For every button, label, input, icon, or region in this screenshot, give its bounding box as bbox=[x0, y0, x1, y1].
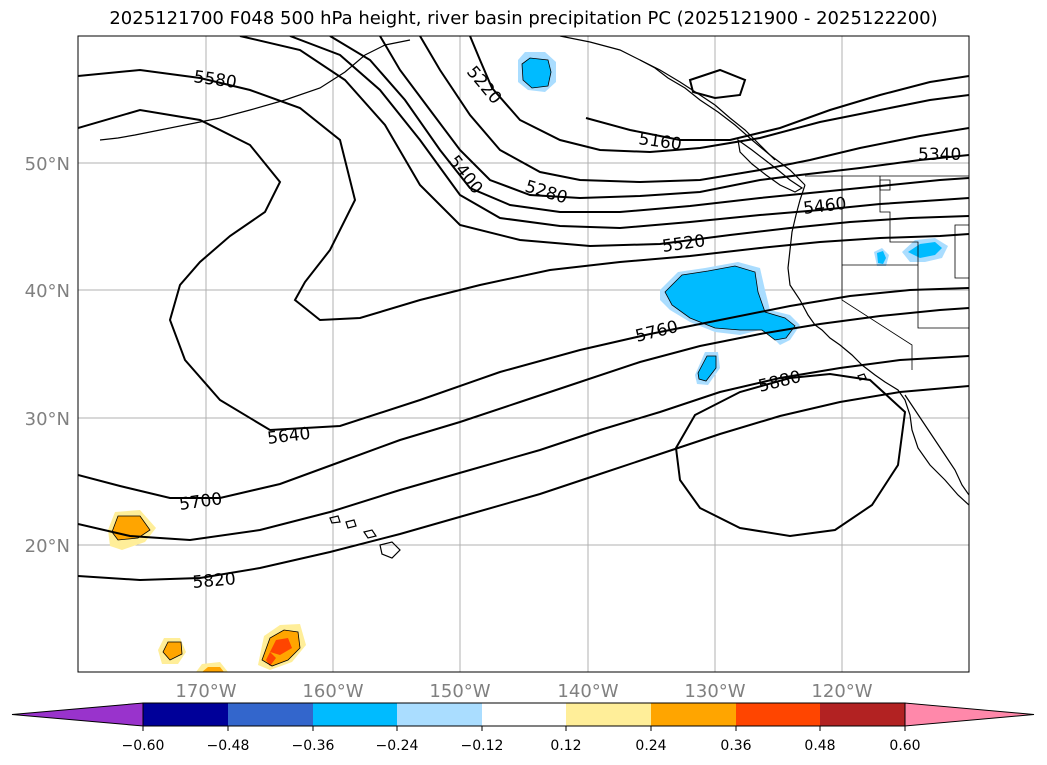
contour-5400 bbox=[329, 36, 969, 213]
us-west-coast bbox=[787, 184, 969, 506]
precip-negative-nevada-core bbox=[877, 251, 886, 264]
lon-label-150w: 150°W bbox=[429, 681, 490, 702]
colorbar-bin-6 bbox=[566, 703, 651, 726]
contour-5220 bbox=[469, 36, 969, 154]
colorbar-extend-low bbox=[11, 702, 144, 727]
colorbar-tick-3: −0.36 bbox=[292, 738, 335, 754]
alaska-panhandle bbox=[559, 36, 776, 161]
precip-negative-gulf-alaska-core bbox=[522, 58, 551, 88]
lon-label-120w: 120°W bbox=[811, 681, 872, 702]
coastlines bbox=[99, 36, 969, 559]
lon-label-160w: 160°W bbox=[302, 681, 363, 702]
colorbar-bin-2 bbox=[228, 703, 313, 726]
lat-label-20n: 20°N bbox=[25, 536, 70, 557]
lon-label-140w: 140°W bbox=[557, 681, 618, 702]
precip-negative-offshore-ca-core bbox=[665, 266, 795, 340]
colorbar-bin-7 bbox=[651, 703, 736, 726]
contour-5160 bbox=[585, 75, 969, 141]
contour-5520 bbox=[239, 36, 969, 248]
precip-shading bbox=[108, 52, 948, 672]
colorbar-bin-8 bbox=[736, 703, 820, 726]
colorbar-bin-9 bbox=[820, 703, 905, 726]
lon-label-130w: 130°W bbox=[684, 681, 745, 702]
colorbar-tick-10: 0.60 bbox=[889, 738, 920, 754]
hawaii-oahu bbox=[345, 519, 357, 529]
colorbar-frame bbox=[142, 702, 906, 727]
contour-5340 bbox=[379, 36, 969, 200]
contour-label-5340: 5340 bbox=[918, 145, 961, 165]
precip-outlines bbox=[111, 57, 796, 667]
political-borders bbox=[805, 175, 969, 370]
lat-label-30n: 30°N bbox=[25, 409, 70, 430]
colorbar: −0.60 −0.48 −0.36 −0.24 −0.12 0.12 0.24 … bbox=[11, 702, 1035, 754]
colorbar-bin-5 bbox=[482, 703, 566, 726]
height-contours bbox=[78, 36, 969, 582]
contour-5820 bbox=[78, 385, 969, 582]
colorbar-tick-4: −0.24 bbox=[376, 738, 419, 754]
bc-coast bbox=[639, 59, 806, 186]
contour-5460 bbox=[289, 36, 969, 230]
map-title: 2025121700 F048 500 hPa height, river ba… bbox=[109, 8, 938, 29]
baja-gulf bbox=[904, 394, 969, 496]
contour-5160-closed bbox=[688, 68, 747, 100]
colorbar-tick-6: 0.12 bbox=[550, 738, 581, 754]
contour-5280 bbox=[419, 36, 969, 184]
precip-positive-south-3-core bbox=[202, 667, 224, 672]
contour-label-5820: 5820 bbox=[192, 569, 237, 593]
precip-negative-idaho-core bbox=[908, 242, 942, 258]
lat-label-50n: 50°N bbox=[25, 154, 70, 175]
colorbar-bin-1 bbox=[143, 703, 228, 726]
contour-5760 bbox=[78, 355, 969, 542]
precip-positive-south-1-peak bbox=[270, 638, 292, 655]
alaska-aleutians bbox=[99, 39, 411, 141]
colorbar-extend-high bbox=[904, 702, 1035, 727]
map-frame bbox=[77, 35, 970, 673]
colorbar-tick-9: 0.48 bbox=[804, 738, 835, 754]
precip-positive-south-2-core bbox=[163, 642, 182, 660]
vancouver-island bbox=[737, 138, 804, 193]
hawaii-kauai bbox=[329, 515, 341, 524]
contour-5880 bbox=[674, 372, 907, 538]
lon-labels: 170°W 160°W 150°W 140°W 130°W 120°W bbox=[175, 681, 872, 702]
precip-positive-south-1-peak2 bbox=[266, 652, 276, 666]
colorbar-tick-2: −0.48 bbox=[207, 738, 250, 754]
precip-negative-small-core bbox=[698, 356, 716, 381]
hawaii-maui bbox=[363, 529, 377, 539]
colorbar-tick-1: −0.60 bbox=[122, 738, 165, 754]
colorbar-bin-3 bbox=[313, 703, 397, 726]
colorbar-tick-8: 0.36 bbox=[720, 738, 751, 754]
colorbar-tick-5: −0.12 bbox=[461, 738, 504, 754]
colorbar-bin-4 bbox=[397, 703, 482, 726]
lat-label-40n: 40°N bbox=[25, 281, 70, 302]
contour-5580 bbox=[78, 68, 969, 322]
contour-5640 bbox=[78, 108, 969, 432]
hawaii-big bbox=[379, 541, 401, 559]
lat-labels: 50°N 40°N 30°N 20°N bbox=[25, 154, 70, 557]
colorbar-tick-7: 0.24 bbox=[635, 738, 666, 754]
contour-5700 bbox=[78, 307, 969, 499]
map-background bbox=[78, 36, 969, 672]
lon-label-170w: 170°W bbox=[175, 681, 236, 702]
